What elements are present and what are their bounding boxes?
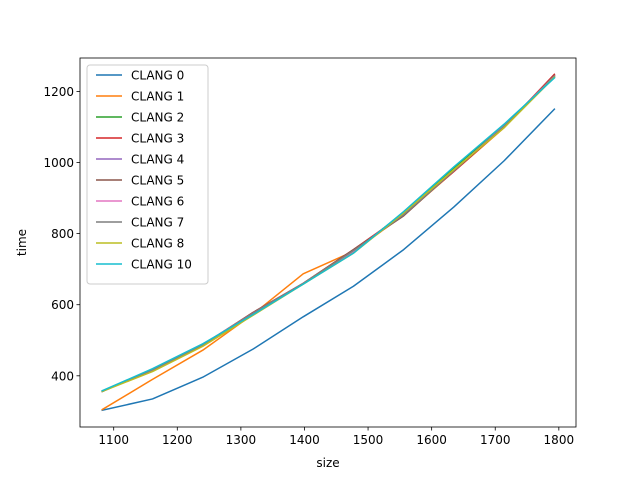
x-axis: 1100 1200 1300 1400 1500 1600 1700 1800 xyxy=(98,427,574,447)
legend-entry-label: CLANG 10 xyxy=(131,258,192,272)
x-tick-label: 1200 xyxy=(162,433,193,447)
x-tick-label: 1100 xyxy=(98,433,129,447)
x-tick-label: 1600 xyxy=(416,433,447,447)
x-tick-label: 1800 xyxy=(544,433,575,447)
legend-entry-label: CLANG 8 xyxy=(131,237,184,251)
series-layer xyxy=(101,73,556,412)
legend-entry-label: CLANG 7 xyxy=(131,216,184,230)
legend-entry-label: CLANG 0 xyxy=(131,69,184,83)
y-tick-label: 1000 xyxy=(43,156,74,170)
x-axis-label: size xyxy=(316,456,339,470)
y-tick-label: 400 xyxy=(51,369,74,383)
x-tick-label: 1400 xyxy=(289,433,320,447)
y-tick-label: 600 xyxy=(51,298,74,312)
legend-entry-label: CLANG 1 xyxy=(131,90,184,104)
y-axis-label: time xyxy=(15,229,29,256)
legend-entry-label: CLANG 5 xyxy=(131,174,184,188)
plot-frame xyxy=(79,57,577,428)
legend-entry-label: CLANG 3 xyxy=(131,132,184,146)
series-line-0 xyxy=(101,108,556,412)
legend: CLANG 0 CLANG 1 CLANG 2 CLANG 3 CLANG 4 CLANG… xyxy=(86,64,209,285)
x-tick-label: 1700 xyxy=(480,433,511,447)
y-axis: 400 600 800 1000 1200 xyxy=(43,85,80,383)
x-tick-label: 1300 xyxy=(226,433,257,447)
y-tick-label: 1200 xyxy=(43,85,74,99)
x-tick-label: 1500 xyxy=(353,433,384,447)
legend-entry-label: CLANG 6 xyxy=(131,195,184,209)
legend-entry-label: CLANG 2 xyxy=(131,111,184,125)
y-tick-label: 800 xyxy=(51,227,74,241)
legend-entry-label: CLANG 4 xyxy=(131,153,184,167)
series-line-9 xyxy=(101,76,556,392)
legend-box xyxy=(86,64,209,285)
